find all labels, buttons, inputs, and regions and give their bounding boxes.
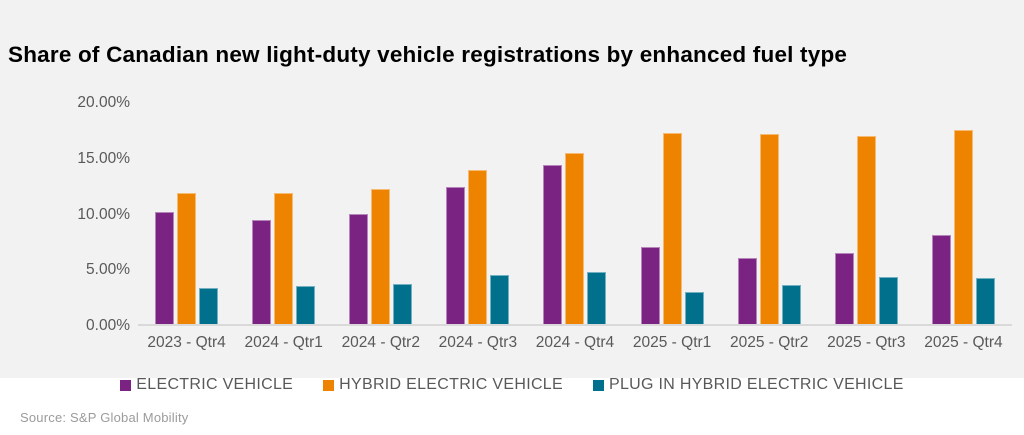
- legend-item-plug-in-hybrid-electric-vehicle: PLUG IN HYBRID ELECTRIC VEHICLE: [592, 376, 904, 394]
- bar-plug-in-hybrid-electric-vehicle: [393, 284, 413, 324]
- legend-label: PLUG IN HYBRID ELECTRIC VEHICLE: [608, 376, 904, 393]
- chart-title: Share of Canadian new light-duty vehicle…: [8, 42, 848, 67]
- x-tick-label: 2025 - Qtr3: [827, 334, 906, 351]
- x-tick-label: 2023 - Qtr4: [147, 334, 226, 351]
- bar-group: [721, 103, 818, 324]
- bar-group: [332, 103, 429, 324]
- bar-plug-in-hybrid-electric-vehicle: [490, 275, 510, 324]
- legend-label: ELECTRIC VEHICLE: [136, 376, 294, 393]
- bar-hybrid-electric-vehicle: [468, 170, 488, 324]
- bar-electric-vehicle: [252, 220, 272, 324]
- bar-hybrid-electric-vehicle: [565, 152, 585, 324]
- legend-swatch-icon: [323, 379, 335, 391]
- bar-electric-vehicle: [349, 213, 369, 324]
- bar-plug-in-hybrid-electric-vehicle: [199, 287, 219, 324]
- bar-plug-in-hybrid-electric-vehicle: [587, 272, 607, 324]
- x-tick-label: 2024 - Qtr1: [244, 334, 323, 351]
- bar-electric-vehicle: [446, 186, 466, 324]
- legend-swatch-icon: [120, 379, 132, 391]
- y-tick-label: 15.00%: [77, 149, 130, 167]
- bar-electric-vehicle: [155, 212, 175, 324]
- bar-plug-in-hybrid-electric-vehicle: [296, 286, 316, 324]
- x-tick-label: 2025 - Qtr4: [924, 334, 1003, 351]
- bar-group: [526, 103, 623, 324]
- legend-swatch-icon: [592, 379, 604, 391]
- bar-hybrid-electric-vehicle: [856, 136, 876, 324]
- bar-group: [624, 103, 721, 324]
- bar-electric-vehicle: [640, 246, 660, 324]
- legend-item-hybrid-electric-vehicle: HYBRID ELECTRIC VEHICLE: [323, 376, 563, 394]
- x-tick-label: 2024 - Qtr2: [341, 334, 420, 351]
- bar-hybrid-electric-vehicle: [371, 189, 391, 324]
- bar-hybrid-electric-vehicle: [953, 129, 973, 324]
- chart-panel: Share of Canadian new light-duty vehicle…: [0, 0, 1024, 378]
- legend-item-electric-vehicle: ELECTRIC VEHICLE: [120, 376, 293, 394]
- bar-electric-vehicle: [543, 164, 563, 324]
- bar-group: [818, 103, 915, 324]
- bar-hybrid-electric-vehicle: [274, 192, 294, 324]
- bar-hybrid-electric-vehicle: [759, 133, 779, 324]
- bar-plug-in-hybrid-electric-vehicle: [684, 291, 704, 324]
- y-tick-label: 20.00%: [77, 94, 130, 111]
- bar-plug-in-hybrid-electric-vehicle: [975, 277, 995, 324]
- legend-label: HYBRID ELECTRIC VEHICLE: [339, 376, 563, 393]
- x-tick-label: 2025 - Qtr1: [632, 334, 712, 351]
- bar-plug-in-hybrid-electric-vehicle: [781, 285, 801, 324]
- bar-group: [429, 103, 526, 324]
- bar-hybrid-electric-vehicle: [662, 132, 682, 324]
- bar-electric-vehicle: [931, 234, 951, 324]
- bar-group: [138, 103, 235, 324]
- bar-electric-vehicle: [834, 253, 854, 324]
- plot-area: [138, 103, 1012, 326]
- chart-legend: ELECTRIC VEHICLE HYBRID ELECTRIC VEHICLE P…: [0, 376, 1024, 394]
- y-axis: 20.00% 15.00% 10.00% 5.00% 0.00%: [0, 94, 130, 334]
- bar-hybrid-electric-vehicle: [177, 192, 197, 324]
- x-tick-label: 2024 - Qtr3: [438, 334, 518, 351]
- x-axis: 2023 - Qtr4 2024 - Qtr1 2024 - Qtr2 2024 - …: [138, 334, 1012, 352]
- bar-plug-in-hybrid-electric-vehicle: [878, 276, 898, 324]
- bar-group: [915, 103, 1012, 324]
- x-tick-label: 2024 - Qtr4: [535, 334, 615, 351]
- x-tick-label: 2025 - Qtr2: [730, 334, 809, 351]
- bar-group: [235, 103, 332, 324]
- source-note: Source: S&P Global Mobility: [20, 410, 189, 425]
- y-tick-label: 5.00%: [86, 261, 130, 279]
- bar-electric-vehicle: [737, 257, 757, 324]
- y-tick-label: 10.00%: [77, 205, 130, 223]
- y-tick-label: 0.00%: [86, 317, 130, 334]
